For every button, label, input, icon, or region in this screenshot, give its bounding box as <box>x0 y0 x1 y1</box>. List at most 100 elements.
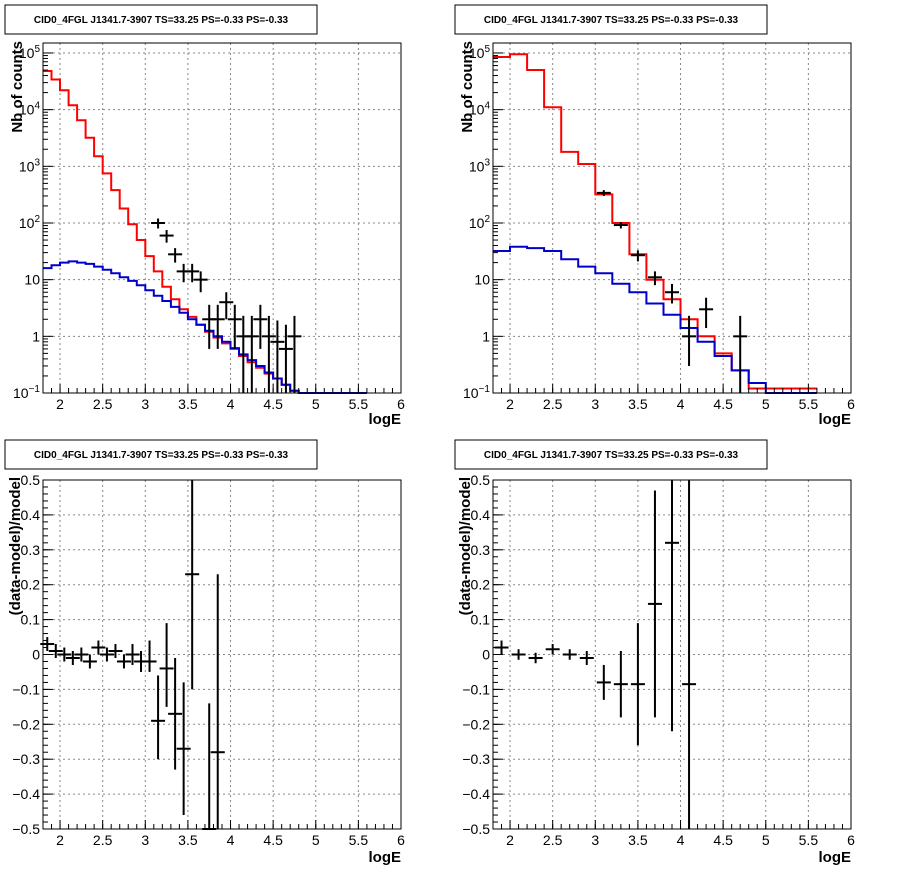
data-point <box>99 647 114 662</box>
x-tick-label: 2.5 <box>93 396 113 412</box>
y-tick-label: 103 <box>19 157 41 174</box>
model-total-line <box>493 53 817 390</box>
y-tick-label: 0.3 <box>471 542 491 558</box>
y-tick-label: −0.4 <box>462 786 490 802</box>
y-tick-label: 0.3 <box>21 542 41 558</box>
y-tick-label: 0 <box>32 647 40 663</box>
plot-title: CID0_4FGL J1341.7-3907 TS=33.25 PS=-0.33… <box>484 15 739 26</box>
y-tick-label: 0.4 <box>471 507 491 523</box>
title-box <box>4 439 318 470</box>
series <box>43 70 367 394</box>
title-box <box>4 4 318 35</box>
x-tick-label: 6 <box>847 396 855 412</box>
data-point <box>227 304 242 349</box>
y-tick-label: 0.5 <box>21 472 41 488</box>
data-point <box>287 315 302 393</box>
data-point <box>82 654 97 669</box>
x-tick-label: 6 <box>847 832 855 848</box>
y-tick-label: 102 <box>469 214 491 231</box>
residual-plot-left: CID0_4FGL J1341.7-3907 TS=33.25 PS=-0.33… <box>4 439 405 866</box>
y-tick-label: −0.5 <box>462 821 490 837</box>
ticks: 2 2.5 3 3.5 4 4.5 5 5.5 6 −0.5 −0.4 −0.3 −0.2 −0.1 0 0.… <box>12 472 405 848</box>
grid <box>43 480 401 829</box>
data-point <box>613 222 628 229</box>
data-point <box>613 651 628 718</box>
data-point <box>159 230 174 243</box>
ticks: 2 2.5 3 3.5 4 4.5 5 5.5 6 −0.5 −0.4 −0.3 −0.2 −0.1 0 0.… <box>462 472 855 848</box>
x-tick-label: 4.5 <box>263 396 283 412</box>
data-point <box>579 651 594 665</box>
series <box>40 480 225 830</box>
data-point <box>185 480 200 690</box>
y-tick-label: 0.1 <box>21 612 41 628</box>
counts-plot-left: CID0_4FGL J1341.7-3907 TS=33.25 PS=-0.33… <box>4 4 405 428</box>
y-tick-label: 0.5 <box>471 472 491 488</box>
data-point <box>219 292 234 320</box>
data-point <box>682 315 697 366</box>
y-axis-title: (data-model)/model <box>7 477 24 615</box>
x-axis-title: logE <box>819 849 852 866</box>
x-tick-label: 3.5 <box>178 832 198 848</box>
y-axis-title: Nb of counts <box>9 41 26 133</box>
y-tick-label: 10−1 <box>13 384 40 401</box>
data-point <box>142 640 157 672</box>
data-point <box>116 654 131 669</box>
y-axis-title: Nb of counts <box>459 41 476 133</box>
x-tick-label: 5 <box>762 396 770 412</box>
grid <box>493 43 851 393</box>
data-point <box>57 647 72 662</box>
data-point <box>168 657 183 770</box>
x-tick-label: 3 <box>141 396 149 412</box>
y-tick-label: 0 <box>482 647 490 663</box>
data-point <box>270 320 285 393</box>
data-point <box>665 480 679 732</box>
y-tick-label: −0.1 <box>12 681 40 697</box>
model-source-line <box>43 260 367 394</box>
y-tick-label: 1 <box>32 328 40 344</box>
data-point <box>733 315 748 393</box>
series <box>493 53 817 394</box>
x-tick-label: 2.5 <box>543 832 563 848</box>
x-tick-label: 5 <box>762 832 770 848</box>
data-point <box>278 324 293 393</box>
data-point <box>647 271 662 286</box>
data-point <box>65 651 80 665</box>
y-tick-label: −0.2 <box>462 716 490 732</box>
data-point <box>699 297 714 329</box>
data-point <box>528 652 543 664</box>
data-point <box>176 682 191 816</box>
x-tick-label: 4.5 <box>263 832 283 848</box>
data-point <box>210 304 225 349</box>
y-tick-label: 10 <box>474 272 490 288</box>
x-tick-label: 5.5 <box>799 396 819 412</box>
x-tick-label: 4.5 <box>713 396 733 412</box>
x-tick-label: 3.5 <box>628 396 648 412</box>
x-tick-label: 4 <box>227 396 235 412</box>
y-tick-label: 0.1 <box>471 612 491 628</box>
data-point <box>125 644 140 665</box>
x-axis-title: logE <box>369 849 402 866</box>
data-point <box>202 703 217 830</box>
series <box>494 480 697 829</box>
data-point <box>596 190 611 196</box>
data-point <box>210 574 225 829</box>
data-point <box>108 644 123 658</box>
y-tick-label: 0.2 <box>21 577 41 593</box>
x-tick-label: 6 <box>397 832 405 848</box>
data-point <box>545 644 560 655</box>
x-tick-label: 3.5 <box>178 396 198 412</box>
title-box <box>454 4 768 35</box>
x-tick-label: 5.5 <box>349 832 369 848</box>
x-tick-label: 3 <box>591 832 599 848</box>
data-point <box>193 271 208 293</box>
plot-title: CID0_4FGL J1341.7-3907 TS=33.25 PS=-0.33… <box>484 450 739 461</box>
title-box <box>454 439 768 470</box>
x-tick-label: 5.5 <box>349 396 369 412</box>
data-point <box>596 664 611 700</box>
data-point <box>630 250 645 262</box>
y-tick-label: 1 <box>482 328 490 344</box>
y-tick-label: 10−1 <box>463 384 490 401</box>
